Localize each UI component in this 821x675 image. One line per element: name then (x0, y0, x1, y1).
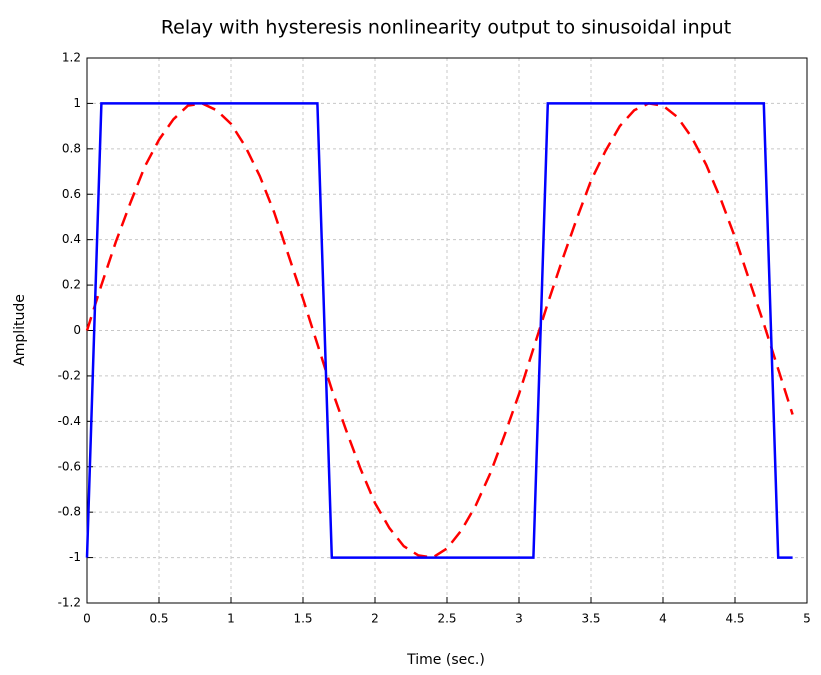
y-tick-label: -0.6 (58, 459, 81, 473)
y-tick-label: -0.8 (58, 505, 81, 519)
y-axis-label: Amplitude (12, 294, 28, 366)
x-tick-label: 3 (515, 612, 523, 626)
y-tick-label: 0.8 (62, 141, 81, 155)
y-tick-label: -0.2 (58, 368, 81, 382)
y-tick-label: -1.2 (58, 596, 81, 610)
data-line (85, 102, 794, 559)
x-tick-label: 1 (227, 612, 235, 626)
data-line (85, 102, 793, 559)
y-tick-label: 0.4 (62, 232, 81, 246)
x-tick-label: 1.5 (293, 612, 312, 626)
x-tick-label: 2.5 (437, 612, 456, 626)
chart-title: Relay with hysteresis nonlinearity outpu… (161, 17, 731, 39)
y-tick-label: 0.6 (62, 187, 81, 201)
y-tick-label: 1.2 (62, 51, 81, 65)
y-tick-label: 0.2 (62, 278, 81, 292)
y-tick-label: -1 (69, 550, 81, 564)
x-tick-label: 0 (83, 612, 91, 626)
x-tick-label: 5 (803, 612, 811, 626)
x-axis-label: Time (sec.) (406, 652, 485, 668)
x-tick-label: 4 (659, 612, 667, 626)
x-tick-label: 0.5 (149, 612, 168, 626)
x-tick-label: 3.5 (581, 612, 600, 626)
y-tick-label: 0 (73, 323, 81, 337)
x-tick-label: 2 (371, 612, 379, 626)
y-tick-label: 1 (73, 96, 81, 110)
x-tick-label: 4.5 (725, 612, 744, 626)
y-tick-label: -0.4 (58, 414, 81, 428)
